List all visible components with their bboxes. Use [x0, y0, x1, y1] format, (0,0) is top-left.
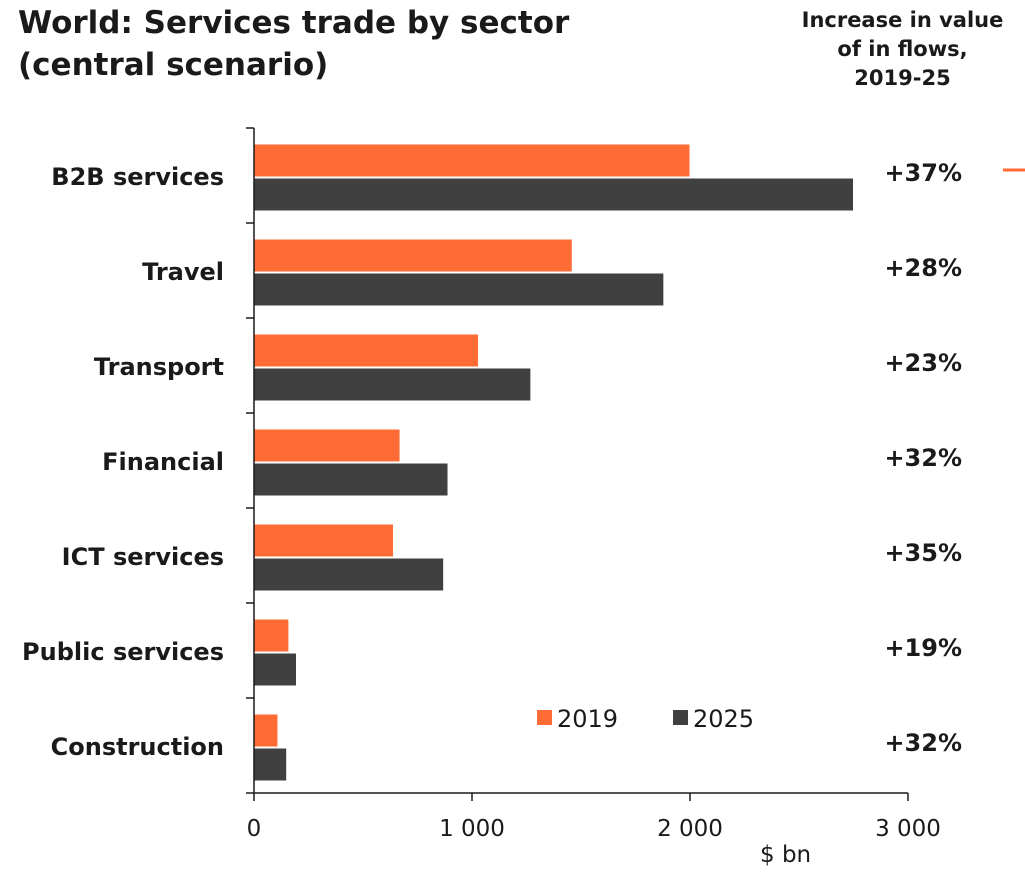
- increase-value-2: +23%: [884, 349, 962, 377]
- increase-value-4: +35%: [884, 539, 962, 567]
- legend-label-2019: 2019: [557, 705, 618, 733]
- category-label-2: Transport: [94, 353, 224, 381]
- category-label-0: B2B services: [51, 163, 224, 191]
- bar-2019-2: [253, 333, 480, 368]
- chart-title-line-1: World: Services trade by sector: [18, 5, 570, 41]
- bar-2019-6: [253, 713, 279, 748]
- x-tick-label-0: 0: [247, 816, 262, 842]
- increase-value-5: +19%: [884, 634, 962, 662]
- axes: [246, 127, 909, 801]
- bar-2025-4: [253, 557, 445, 592]
- bar-2019-4: [253, 523, 395, 558]
- bar-2019-1: [253, 238, 573, 273]
- x-axis-unit-label: $ bn: [760, 842, 812, 868]
- chart-title: World: Services trade by sector (central…: [18, 2, 569, 86]
- increase-column-header: Increase in value of in flows, 2019-25: [780, 6, 1025, 93]
- bar-2025-0: [253, 177, 854, 212]
- x-tick-labels: 0 1 000 2 000 3 000: [247, 816, 941, 842]
- category-label-4: ICT services: [62, 543, 224, 571]
- increase-value-0: +37%: [884, 159, 962, 187]
- category-label-3: Financial: [102, 448, 224, 476]
- increase-value-6: +32%: [884, 729, 962, 757]
- bar-2019-0: [253, 143, 691, 178]
- increase-value-3: +32%: [884, 444, 962, 472]
- bar-2025-1: [253, 272, 665, 307]
- increase-header-line-2: of in flows,: [837, 37, 968, 61]
- legend-swatch-2019: [537, 710, 552, 725]
- bars: [253, 143, 854, 782]
- bar-2025-5: [253, 652, 298, 687]
- x-tick-label-1: 1 000: [439, 816, 505, 842]
- increase-header-line-1: Increase in value: [801, 8, 1004, 32]
- legend-swatch-2025: [673, 710, 688, 725]
- category-label-6: Construction: [51, 733, 224, 761]
- bar-2025-2: [253, 367, 532, 402]
- bar-2025-6: [253, 747, 288, 782]
- category-labels: B2B services Travel Transport Financial ICT …: [22, 163, 224, 761]
- increase-header-line-3: 2019-25: [854, 66, 951, 90]
- increase-values: +37% +28% +23% +32% +35% +19% +32%: [884, 159, 962, 757]
- bar-2025-3: [253, 462, 449, 497]
- category-label-1: Travel: [142, 258, 224, 286]
- x-tick-label-3: 3 000: [875, 816, 941, 842]
- chart-title-line-2: (central scenario): [18, 47, 329, 83]
- bar-2019-3: [253, 428, 401, 463]
- increase-value-1: +28%: [884, 254, 962, 282]
- legend: 2019 2025: [537, 705, 754, 733]
- legend-label-2025: 2025: [693, 705, 754, 733]
- category-label-5: Public services: [22, 638, 224, 666]
- bar-2019-5: [253, 618, 290, 653]
- x-tick-label-2: 2 000: [657, 816, 723, 842]
